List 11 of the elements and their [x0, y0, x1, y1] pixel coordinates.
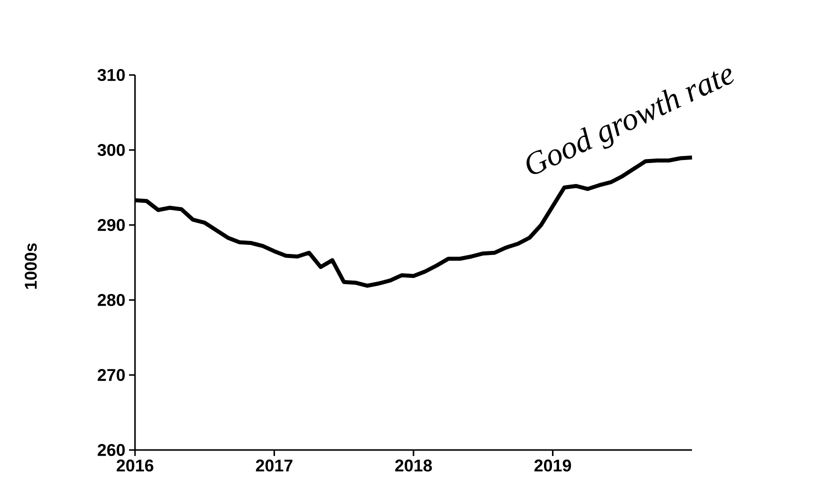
y-tick-label: 260 — [98, 444, 125, 456]
y-tick-label: 270 — [98, 368, 125, 382]
y-axis-title: 1000s — [24, 243, 37, 289]
y-tick-label: 310 — [98, 68, 125, 82]
x-tick-label: 2017 — [256, 460, 292, 472]
x-tick-label: 2019 — [534, 460, 572, 472]
x-tick-label: 2018 — [395, 460, 432, 472]
y-tick-label: 290 — [98, 218, 125, 232]
y-tick-label: 280 — [98, 294, 125, 306]
y-tick-label: 300 — [98, 144, 125, 156]
x-tick-label: 2016 — [116, 460, 154, 472]
